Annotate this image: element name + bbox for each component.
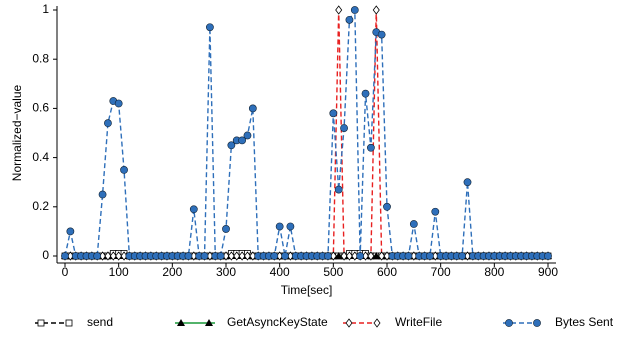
marker (61, 252, 69, 260)
marker (463, 178, 472, 187)
y-tick-label: 0.6 (32, 101, 49, 115)
legend-marker (533, 319, 541, 327)
legend-marker (205, 319, 213, 326)
marker (227, 251, 235, 261)
marker (243, 131, 252, 140)
y-tick-label: 0.8 (32, 51, 49, 65)
series-line (64, 7, 548, 257)
marker (200, 252, 209, 260)
marker (248, 104, 257, 113)
legend-marker (37, 319, 45, 327)
marker (372, 252, 381, 259)
series (61, 5, 552, 261)
marker (350, 6, 359, 14)
marker (383, 202, 391, 211)
marker (98, 190, 107, 199)
marker (243, 251, 251, 261)
x-tick-label: 600 (377, 265, 397, 279)
x-tick-label: 400 (270, 265, 290, 279)
x-tick-label: 200 (162, 265, 182, 279)
marker (361, 89, 370, 98)
legend-label: send (87, 315, 113, 329)
marker (431, 207, 440, 216)
marker (233, 251, 241, 261)
marker (334, 252, 343, 259)
legend-marker (505, 319, 513, 327)
marker (104, 251, 112, 261)
y-tick-label: 0.4 (32, 150, 49, 164)
legend-marker (177, 319, 185, 326)
marker (335, 5, 343, 15)
y-tick-label: 0 (42, 248, 49, 262)
marker (281, 252, 289, 260)
series (61, 6, 552, 260)
legend-marker (65, 319, 73, 327)
marker (184, 252, 193, 260)
y-tick-label: 0.2 (32, 199, 49, 213)
marker (227, 141, 236, 150)
marker (404, 252, 413, 260)
x-axis-label: Time[sec] (281, 283, 333, 297)
marker (114, 99, 123, 108)
marker (329, 109, 338, 118)
marker (345, 15, 354, 24)
y-axis-label: Normalized−value (10, 84, 24, 181)
marker (356, 252, 365, 260)
legend-marker (373, 318, 381, 328)
marker (115, 251, 123, 261)
marker (345, 251, 353, 261)
marker (66, 227, 75, 236)
marker (270, 252, 279, 260)
marker (340, 124, 348, 132)
legend-label: WriteFile (395, 315, 442, 329)
x-tick-label: 500 (323, 265, 343, 279)
marker (205, 23, 214, 32)
marker (120, 165, 128, 174)
marker (426, 252, 434, 260)
marker (189, 205, 198, 214)
marker (366, 143, 375, 152)
series-line (65, 9, 548, 257)
legend-label: Bytes Sent (555, 315, 614, 329)
marker (372, 5, 380, 15)
marker (238, 136, 246, 145)
marker (324, 252, 332, 260)
legend-marker (345, 318, 353, 328)
marker (104, 119, 112, 128)
marker (222, 225, 230, 233)
marker (544, 252, 552, 260)
marker (409, 220, 418, 228)
marker (378, 251, 386, 261)
marker (458, 252, 467, 260)
x-tick-label: 700 (431, 265, 451, 279)
x-tick-label: 100 (109, 265, 129, 279)
marker (93, 252, 102, 260)
x-tick-label: 300 (216, 265, 236, 279)
marker (334, 185, 343, 194)
x-tick-label: 900 (538, 265, 558, 279)
marker (377, 30, 386, 39)
x-tick-label: 0 (62, 265, 69, 279)
marker (275, 222, 284, 231)
marker (216, 252, 225, 260)
marker (238, 251, 246, 261)
marker (367, 251, 375, 261)
y-tick-label: 1 (42, 2, 49, 16)
marker (109, 251, 117, 261)
x-tick-label: 800 (484, 265, 504, 279)
marker (286, 222, 295, 231)
marker (340, 251, 348, 261)
legend-label: GetAsyncKeyState (227, 315, 328, 329)
